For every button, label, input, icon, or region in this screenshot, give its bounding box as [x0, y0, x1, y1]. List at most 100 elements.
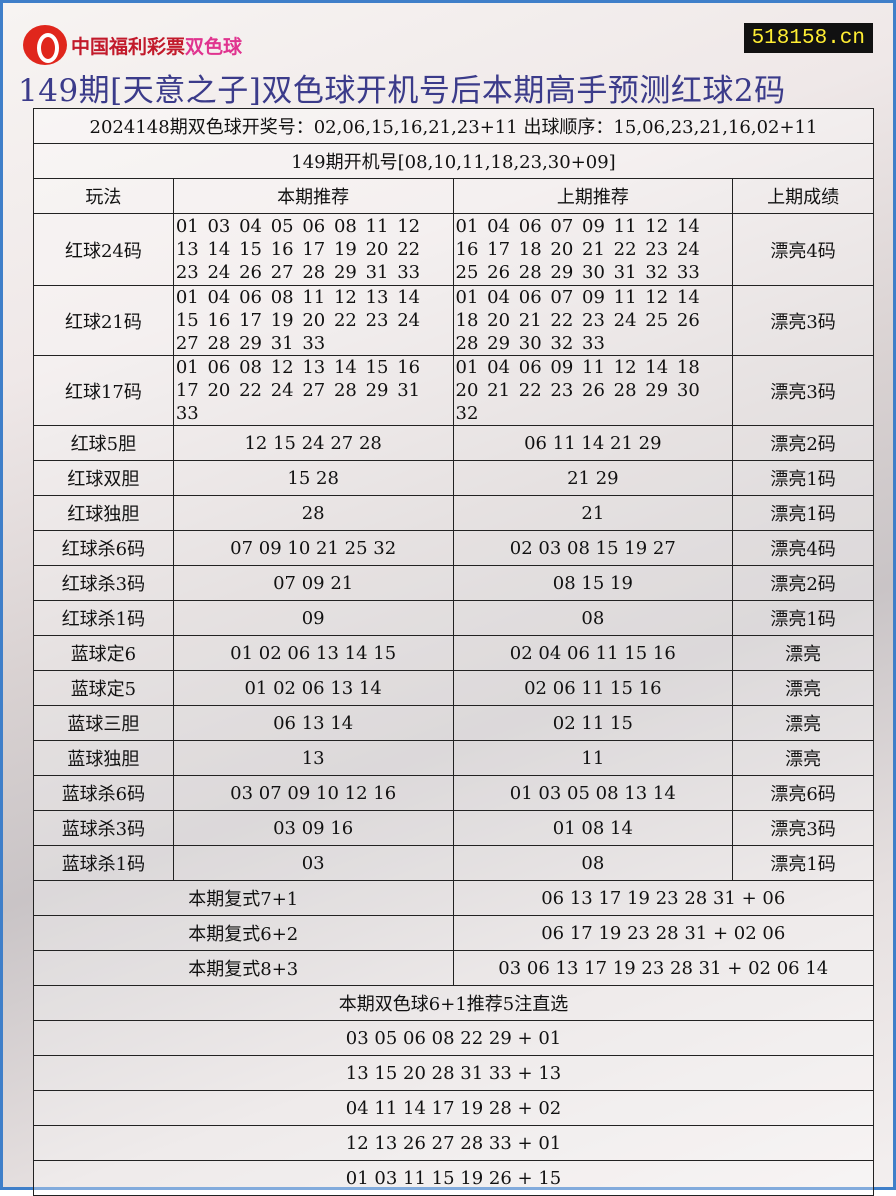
lottery-logo: 中国福利彩票双色球	[23, 25, 242, 65]
table-row: 红球双胆 15 28 21 29 漂亮1码	[33, 460, 874, 496]
previous-result: 漂亮	[732, 670, 874, 706]
table-row: 红球21码 01 04 06 08 11 12 13 14 15 16 17 19…	[33, 285, 874, 356]
compound-value: 06 17 19 23 28 31 + 02 06	[452, 915, 874, 951]
previous-result: 漂亮1码	[732, 600, 874, 636]
play-type: 蓝球三胆	[33, 705, 174, 741]
previous-recommendation: 01 08 14	[452, 810, 734, 846]
current-recommendation: 01 02 06 13 14	[172, 670, 454, 706]
column-header: 上期推荐	[452, 178, 734, 214]
previous-recommendation: 21 29	[452, 460, 734, 496]
pick-numbers: 13 15 20 28 31 33 + 13	[33, 1055, 874, 1091]
table-row: 蓝球杀3码 03 09 16 01 08 14 漂亮3码	[33, 810, 874, 846]
previous-result: 漂亮3码	[732, 810, 874, 846]
previous-recommendation: 01 03 05 08 13 14	[452, 775, 734, 811]
table-row: 红球17码 01 06 08 12 13 14 15 16 17 20 22 24…	[33, 355, 874, 426]
previous-result: 漂亮	[732, 740, 874, 776]
previous-recommendation: 11	[452, 740, 734, 776]
table-row: 蓝球杀1码 03 08 漂亮1码	[33, 845, 874, 881]
play-type: 蓝球杀3码	[33, 810, 174, 846]
pick-numbers: 01 03 11 15 19 26 + 15	[33, 1160, 874, 1196]
table-row: 红球24码 01 03 04 05 06 08 11 12 13 14 15 16…	[33, 213, 874, 286]
logo-brand: 双色球	[185, 35, 243, 58]
previous-result: 漂亮3码	[732, 355, 874, 426]
play-type: 红球21码	[33, 285, 174, 356]
current-recommendation: 01 06 08 12 13 14 15 16 17 20 22 24 27 2…	[172, 355, 454, 426]
column-header: 上期成绩	[732, 178, 874, 214]
picks-title-row: 本期双色球6+1推荐5注直选	[33, 985, 874, 1021]
previous-recommendation: 08	[452, 845, 734, 881]
table-row: 红球5胆 12 15 24 27 28 06 11 14 21 29 漂亮2码	[33, 425, 874, 461]
column-header: 本期推荐	[172, 178, 454, 214]
previous-recommendation: 02 04 06 11 15 16	[452, 635, 734, 671]
table-row: 红球杀3码 07 09 21 08 15 19 漂亮2码	[33, 565, 874, 601]
draw-info: 2024148期双色球开奖号：02,06,15,16,21,23+11 出球顺序…	[33, 108, 874, 144]
machine-numbers-row: 149期开机号[08,10,11,18,23,30+09]	[33, 143, 874, 179]
play-type: 蓝球独胆	[33, 740, 174, 776]
header-row: 玩法 本期推荐 上期推荐 上期成绩	[33, 178, 874, 214]
previous-result: 漂亮2码	[732, 565, 874, 601]
previous-result: 漂亮2码	[732, 425, 874, 461]
pick-numbers: 12 13 26 27 28 33 + 01	[33, 1125, 874, 1161]
compound-row: 本期复式7+1 06 13 17 19 23 28 31 + 06	[33, 880, 874, 916]
previous-recommendation: 08	[452, 600, 734, 636]
previous-result: 漂亮4码	[732, 530, 874, 566]
previous-recommendation: 01 04 06 07 09 11 12 14 18 20 21 22 23 2…	[452, 285, 734, 356]
play-type: 红球双胆	[33, 460, 174, 496]
previous-result: 漂亮1码	[732, 495, 874, 531]
previous-result: 漂亮3码	[732, 285, 874, 356]
current-recommendation: 01 03 04 05 06 08 11 12 13 14 15 16 17 1…	[172, 213, 454, 286]
current-recommendation: 09	[172, 600, 454, 636]
compound-row: 本期复式6+2 06 17 19 23 28 31 + 02 06	[33, 915, 874, 951]
compound-row: 本期复式8+3 03 06 13 17 19 23 28 31 + 02 06 1…	[33, 950, 874, 986]
current-recommendation: 03 09 16	[172, 810, 454, 846]
table-row: 红球独胆 28 21 漂亮1码	[33, 495, 874, 531]
table-row: 红球杀6码 07 09 10 21 25 32 02 03 08 15 19 27 漂…	[33, 530, 874, 566]
pick-numbers: 04 11 14 17 19 28 + 02	[33, 1090, 874, 1126]
table-row: 红球杀1码 09 08 漂亮1码	[33, 600, 874, 636]
play-type: 红球杀3码	[33, 565, 174, 601]
current-recommendation: 03 07 09 10 12 16	[172, 775, 454, 811]
play-type: 红球5胆	[33, 425, 174, 461]
current-recommendation: 07 09 21	[172, 565, 454, 601]
compound-value: 06 13 17 19 23 28 31 + 06	[452, 880, 874, 916]
current-recommendation: 03	[172, 845, 454, 881]
previous-result: 漂亮4码	[732, 213, 874, 286]
table-row: 蓝球杀6码 03 07 09 10 12 16 01 03 05 08 13 14 漂…	[33, 775, 874, 811]
compound-label: 本期复式7+1	[33, 880, 454, 916]
play-type: 蓝球杀6码	[33, 775, 174, 811]
pick-row: 12 13 26 27 28 33 + 01	[33, 1125, 874, 1161]
pick-row: 04 11 14 17 19 28 + 02	[33, 1090, 874, 1126]
table-row: 蓝球独胆 13 11 漂亮	[33, 740, 874, 776]
draw-info-row: 2024148期双色球开奖号：02,06,15,16,21,23+11 出球顺序…	[33, 108, 874, 144]
prediction-table: 2024148期双色球开奖号：02,06,15,16,21,23+11 出球顺序…	[33, 108, 874, 1196]
play-type: 红球24码	[33, 213, 174, 286]
current-recommendation: 06 13 14	[172, 705, 454, 741]
previous-result: 漂亮	[732, 705, 874, 741]
play-type: 红球独胆	[33, 495, 174, 531]
current-recommendation: 01 04 06 08 11 12 13 14 15 16 17 19 20 2…	[172, 285, 454, 356]
play-type: 蓝球杀1码	[33, 845, 174, 881]
previous-result: 漂亮6码	[732, 775, 874, 811]
play-type: 蓝球定6	[33, 635, 174, 671]
current-recommendation: 15 28	[172, 460, 454, 496]
table-row: 蓝球定5 01 02 06 13 14 02 06 11 15 16 漂亮	[33, 670, 874, 706]
pick-row: 13 15 20 28 31 33 + 13	[33, 1055, 874, 1091]
play-type: 红球杀1码	[33, 600, 174, 636]
compound-label: 本期复式8+3	[33, 950, 454, 986]
compound-value: 03 06 13 17 19 23 28 31 + 02 06 14	[452, 950, 874, 986]
picks-title: 本期双色球6+1推荐5注直选	[33, 985, 874, 1021]
previous-recommendation: 02 06 11 15 16	[452, 670, 734, 706]
play-type: 蓝球定5	[33, 670, 174, 706]
table-row: 蓝球定6 01 02 06 13 14 15 02 04 06 11 15 16 漂亮	[33, 635, 874, 671]
current-recommendation: 13	[172, 740, 454, 776]
previous-result: 漂亮	[732, 635, 874, 671]
current-recommendation: 01 02 06 13 14 15	[172, 635, 454, 671]
welfare-lottery-logo-icon	[23, 25, 67, 65]
previous-recommendation: 01 04 06 07 09 11 12 14 16 17 18 20 21 2…	[452, 213, 734, 286]
current-recommendation: 07 09 10 21 25 32	[172, 530, 454, 566]
previous-result: 漂亮1码	[732, 460, 874, 496]
page-title: 149期[天意之子]双色球开机号后本期高手预测红球2码	[18, 73, 786, 109]
site-badge: 518158.cn	[743, 23, 873, 53]
pick-row: 01 03 11 15 19 26 + 15	[33, 1160, 874, 1196]
